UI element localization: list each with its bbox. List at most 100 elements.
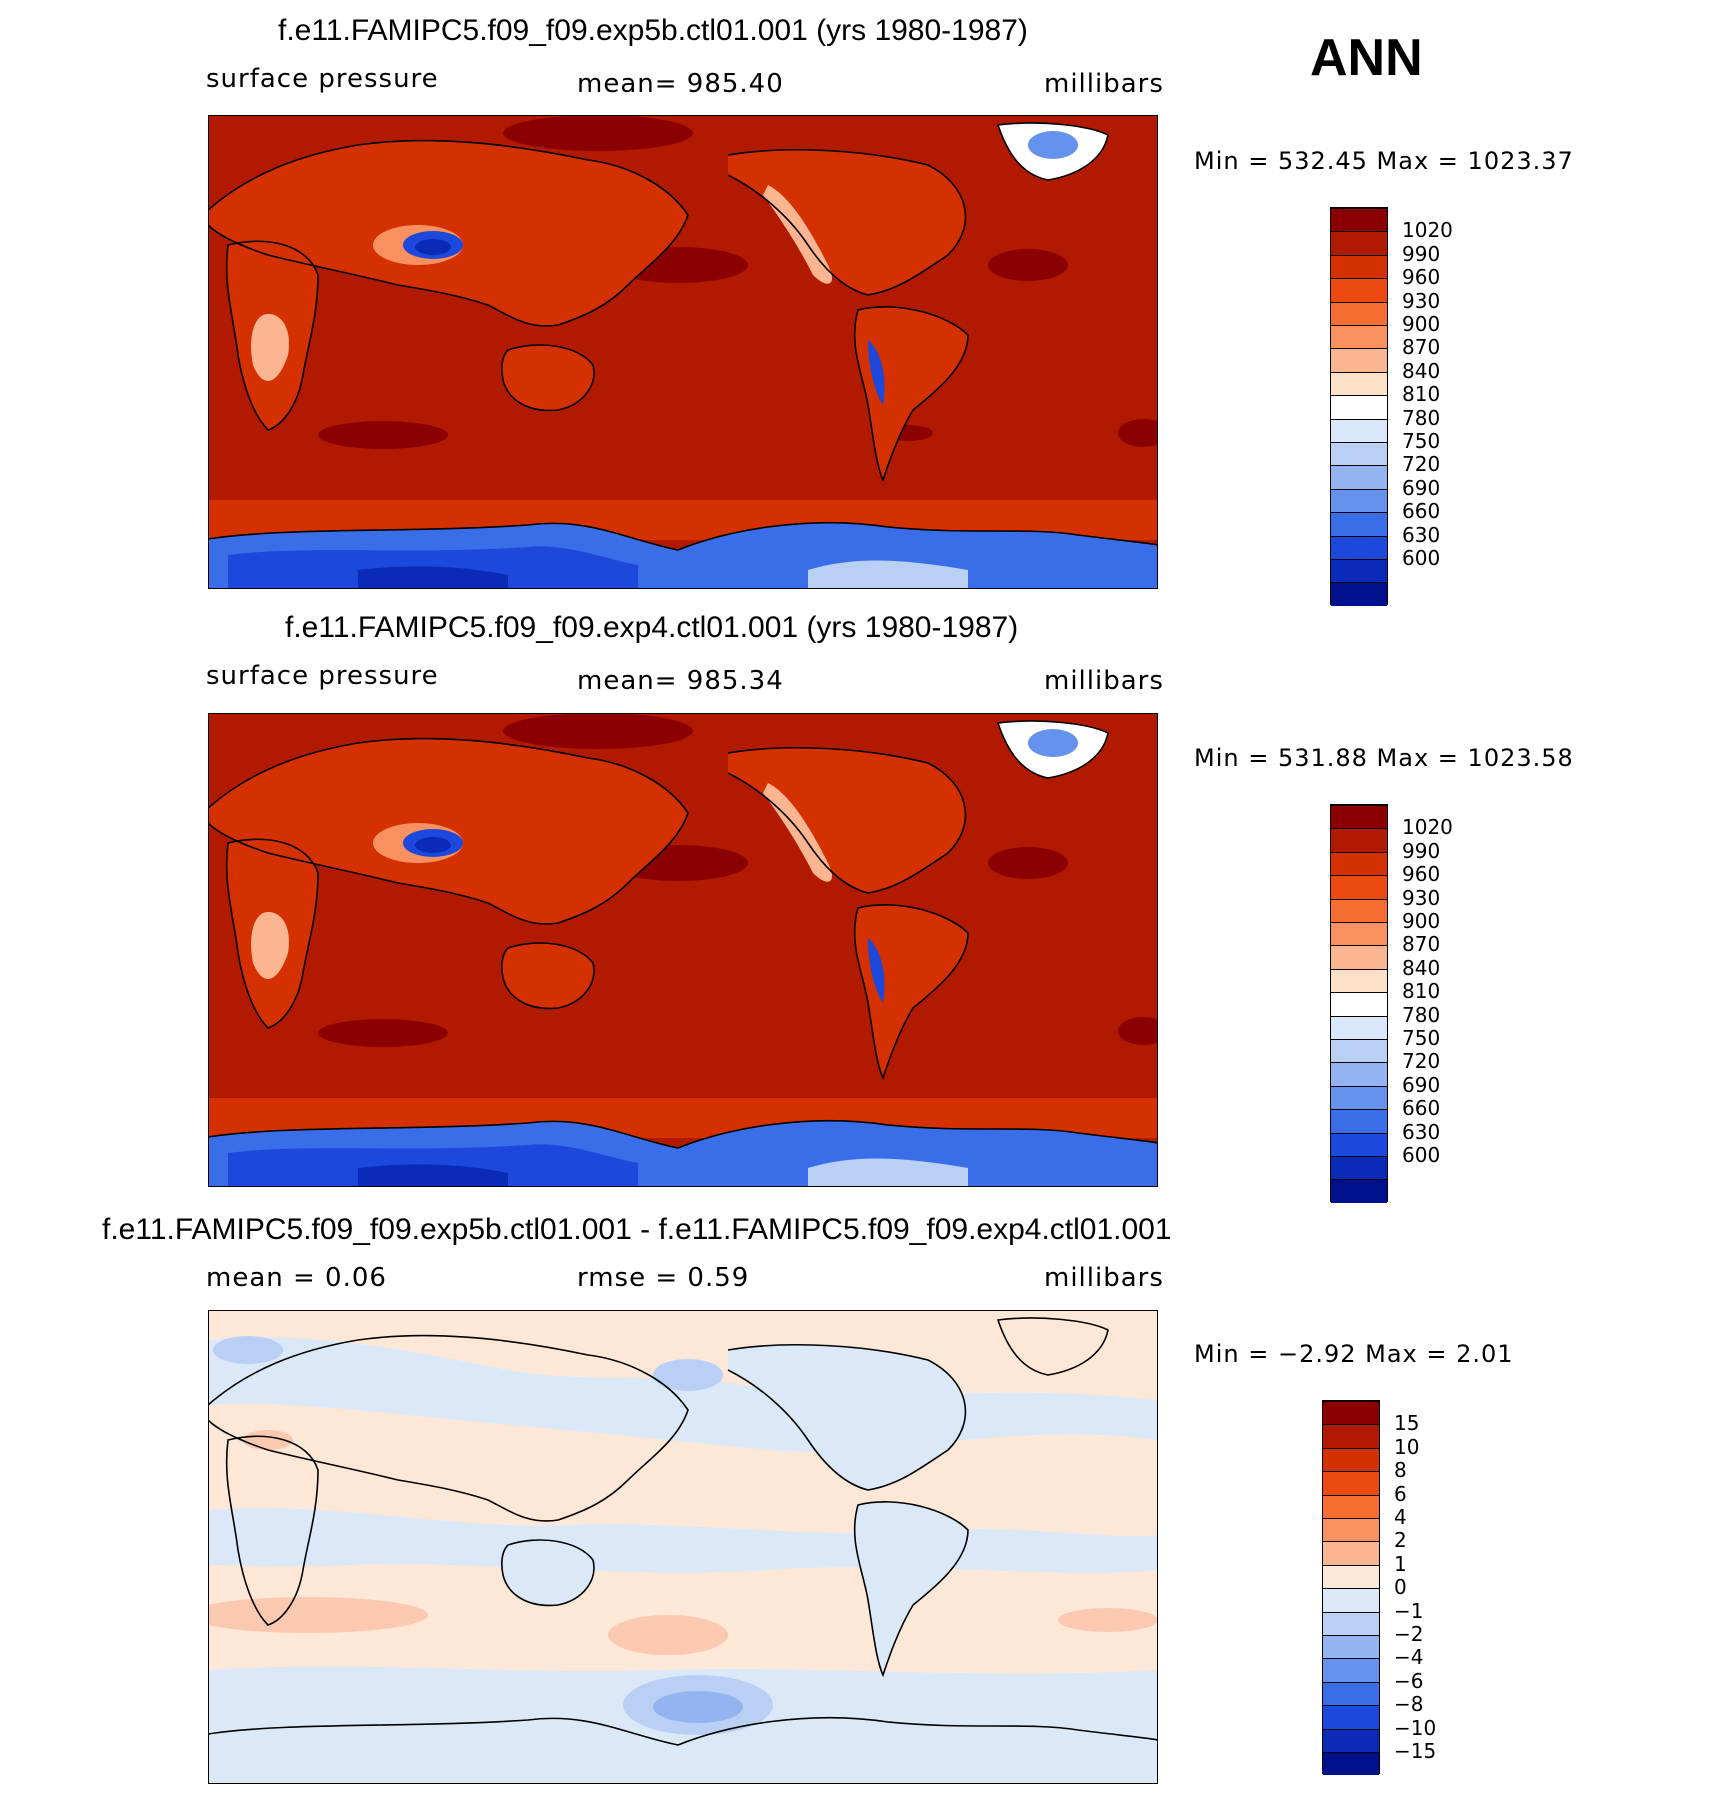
colorbar-swatch [1323,1401,1379,1425]
colorbar-swatch [1331,535,1387,559]
colorbar-tick-label: 630 [1402,1119,1441,1144]
colorbar-swatch [1331,442,1387,466]
colorbar-swatch [1331,278,1387,302]
colorbar-swatch [1331,231,1387,255]
south-atlantic-high [1118,1017,1158,1045]
colorbar-swatch [1323,1564,1379,1589]
colorbar-tick-label: 720 [1402,452,1441,477]
colorbar-swatch [1331,851,1387,876]
colorbar-swatch [1331,395,1387,419]
colorbar-swatch [1331,582,1387,606]
panel-2-map [208,713,1158,1187]
colorbar-swatch [1331,465,1387,489]
north-america [728,149,966,295]
colorbar-tick-label: −1 [1394,1598,1424,1623]
panel-2-minmax: Min = 531.88 Max = 1023.58 [1194,744,1574,772]
colorbar-swatch [1323,1611,1379,1635]
panel-1-units-label: millibars [1044,69,1164,99]
colorbar-swatch [1331,805,1387,829]
colorbar-tick-label: 690 [1402,475,1441,500]
antarctica-coast [808,560,968,589]
panel-2-mean-label: mean= 985.34 [577,666,784,696]
colorbar-swatch [1331,418,1387,442]
colorbar-tick-label: 750 [1402,429,1441,453]
south-pacific-pos [608,1615,728,1655]
panel-2-variable-label: surface pressure [206,661,439,691]
colorbar-tick-label: 1020 [1402,815,1453,840]
colorbar-tick-label: 840 [1402,955,1441,980]
colorbar-tick-label: 990 [1402,838,1441,863]
panel-1-colorbar-swatches [1330,207,1388,606]
colorbar-tick-label: 4 [1394,1505,1407,1529]
season-label: ANN [1310,29,1423,87]
colorbar-tick-label: 960 [1402,862,1441,887]
colorbar-tick-label: 8 [1394,1458,1407,1483]
colorbar-tick-label: 930 [1402,885,1441,910]
colorbar-swatch [1331,1179,1387,1203]
colorbar-tick-label: 960 [1402,265,1441,290]
north-america-diff [728,1344,966,1490]
panel-3-mean-label: mean = 0.06 [206,1263,387,1293]
colorbar-tick-label: −10 [1394,1715,1437,1740]
colorbar-swatch [1331,254,1387,279]
panel-2-map-svg [208,713,1158,1187]
colorbar-swatch [1331,875,1387,899]
colorbar-tick-label: 600 [1402,1143,1441,1167]
colorbar-swatch [1323,1424,1379,1448]
greenland-ice [1028,729,1078,757]
antarctica-deep [358,1164,508,1187]
panel-2-colorbar-swatches [1330,804,1388,1203]
south-atlantic-pos [1058,1608,1158,1632]
colorbar-swatch [1331,945,1387,969]
atlantic-high [988,847,1068,879]
colorbar-tick-label: 15 [1394,1411,1420,1436]
colorbar-tick-label: 990 [1402,241,1441,266]
colorbar-swatch [1331,488,1387,513]
colorbar-swatch [1331,1085,1387,1110]
colorbar-swatch [1331,559,1387,583]
colorbar-tick-label: 780 [1402,405,1441,430]
colorbar-tick-label: −6 [1394,1668,1424,1693]
panel-2-units-label: millibars [1044,666,1164,696]
panel-1-map-svg [208,115,1158,589]
rocky-mountains [763,185,833,284]
colorbar-swatch [1331,1156,1387,1180]
colorbar-swatch [1323,1588,1379,1612]
colorbar-swatch [1323,1658,1379,1682]
panel-3-rmse-label: rmse = 0.59 [577,1263,750,1293]
colorbar-swatch [1331,992,1387,1016]
panel-3-minmax: Min = −2.92 Max = 2.01 [1194,1340,1514,1368]
south-america [854,306,968,480]
colorbar-swatch [1323,1752,1379,1776]
colorbar-tick-label: 1020 [1402,218,1453,243]
australia [501,943,594,1009]
colorbar-tick-label: 10 [1394,1434,1420,1459]
colorbar-tick-label: 870 [1402,932,1441,957]
panel-1-title: f.e11.FAMIPC5.f09_f09.exp5b.ctl01.001 (y… [278,14,1028,47]
south-indian-pos [208,1597,428,1633]
panel-3-colorbar-swatches [1322,1400,1380,1776]
panel-1-variable-label: surface pressure [206,64,439,94]
colorbar-swatch [1323,1635,1379,1659]
panel-3-map-svg [208,1310,1158,1784]
colorbar-swatch [1331,898,1387,922]
africa-highlands [251,314,289,382]
north-high [503,115,693,151]
panel-3-title: f.e11.FAMIPC5.f09_f09.exp5b.ctl01.001 - … [102,1213,1172,1246]
panel-1-minmax: Min = 532.45 Max = 1023.37 [1194,147,1574,175]
europe-neg [213,1336,283,1364]
colorbar-tick-label: 900 [1402,909,1441,933]
greenland-ice [1028,131,1078,159]
colorbar-swatch [1331,371,1387,396]
colorbar-swatch [1323,1471,1379,1495]
colorbar-tick-label: 630 [1402,522,1441,547]
colorbar-swatch [1331,1039,1387,1063]
antarctica-deep [358,566,508,589]
australia-diff [501,1540,594,1606]
antarctic-neg-core [653,1691,743,1723]
panel-2-title: f.e11.FAMIPC5.f09_f09.exp4.ctl01.001 (yr… [285,611,1019,644]
north-america [728,747,966,893]
colorbar-tick-label: 750 [1402,1026,1441,1050]
atlantic-high [988,249,1068,281]
colorbar-tick-label: 780 [1402,1002,1441,1027]
